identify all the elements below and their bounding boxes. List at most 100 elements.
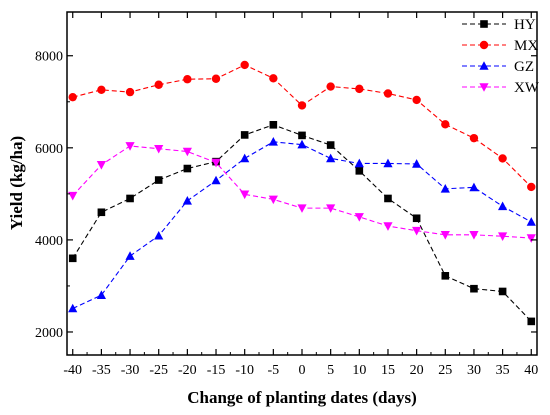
data-point-gz bbox=[526, 217, 536, 226]
data-point-mx bbox=[183, 75, 192, 84]
data-point-hy bbox=[326, 141, 335, 149]
x-tick-label: -5 bbox=[268, 363, 280, 378]
legend-marker-mx bbox=[479, 40, 489, 50]
data-point-hy bbox=[269, 120, 278, 129]
data-point-mx bbox=[355, 84, 364, 94]
data-point-mx bbox=[211, 74, 221, 83]
data-point-xw bbox=[96, 161, 106, 170]
x-tick-label: -30 bbox=[121, 363, 140, 378]
data-point-mx bbox=[125, 87, 135, 97]
x-axis-title: Change of planting dates (days) bbox=[187, 388, 417, 407]
data-point-gz bbox=[68, 303, 78, 313]
x-tick-label: 35 bbox=[496, 363, 510, 378]
data-point-xw bbox=[412, 226, 422, 236]
series-line-xw bbox=[72, 145, 532, 239]
data-point-hy bbox=[470, 284, 478, 293]
x-tick-label: 10 bbox=[352, 363, 366, 378]
data-point-xw bbox=[383, 222, 393, 231]
data-point-hy bbox=[97, 208, 106, 217]
data-point-gz bbox=[326, 153, 336, 163]
legend-marker-gz bbox=[479, 61, 489, 70]
legend: HY MX GZ XW bbox=[462, 17, 540, 96]
legend-label-xw: XW bbox=[514, 80, 540, 96]
data-point-xw bbox=[154, 144, 164, 154]
plot-frame bbox=[66, 11, 538, 356]
data-point-gz bbox=[354, 158, 364, 168]
data-point-mx bbox=[97, 85, 106, 95]
x-tick-label: 30 bbox=[467, 363, 481, 378]
data-point-gz bbox=[469, 182, 479, 192]
series-layer bbox=[68, 60, 536, 326]
x-tick-label: -15 bbox=[207, 363, 226, 378]
x-tick-label: 5 bbox=[327, 363, 334, 378]
legend-entry-xw: XW bbox=[462, 80, 540, 96]
y-tick-label: 2000 bbox=[35, 326, 63, 341]
data-point-hy bbox=[527, 317, 536, 326]
legend-label-mx: MX bbox=[514, 38, 538, 54]
x-tick-label: 20 bbox=[410, 363, 424, 378]
data-point-hy bbox=[68, 254, 77, 263]
data-point-gz bbox=[383, 158, 393, 168]
legend-label-hy: HY bbox=[514, 17, 536, 33]
data-point-gz bbox=[297, 139, 307, 149]
x-tick-label: -10 bbox=[235, 363, 254, 378]
data-point-hy bbox=[298, 131, 306, 140]
legend-marker-xw bbox=[479, 83, 489, 92]
x-tick-label: -35 bbox=[92, 363, 111, 378]
data-point-gz bbox=[211, 175, 221, 185]
data-point-xw bbox=[469, 231, 479, 240]
data-point-gz bbox=[125, 251, 135, 260]
x-tick-label: -40 bbox=[63, 363, 82, 378]
data-point-mx bbox=[297, 101, 307, 110]
data-point-mx bbox=[383, 89, 393, 98]
data-point-hy bbox=[183, 164, 192, 173]
data-point-xw bbox=[498, 232, 508, 242]
data-point-gz bbox=[154, 230, 164, 240]
data-point-hy bbox=[126, 194, 134, 203]
data-point-xw bbox=[211, 158, 221, 168]
y-tick-label: 8000 bbox=[35, 50, 63, 65]
data-point-gz bbox=[240, 153, 250, 163]
x-tick-label: 40 bbox=[524, 363, 538, 378]
legend-entry-hy: HY bbox=[462, 17, 536, 33]
data-point-mx bbox=[68, 92, 77, 102]
axis-layer: -40 -35 -30 -25 -20 -15 -10 -5 0 5 10 15 20 25 30 35 40 2… bbox=[35, 12, 538, 378]
series-mx bbox=[68, 60, 536, 192]
data-point-xw bbox=[326, 204, 336, 213]
legend-entry-mx: MX bbox=[462, 38, 538, 54]
data-point-xw bbox=[268, 195, 278, 205]
data-point-xw bbox=[125, 142, 135, 151]
data-point-gz bbox=[498, 201, 508, 211]
x-tick-label: 25 bbox=[438, 363, 452, 378]
data-point-gz bbox=[268, 137, 278, 146]
x-tick-label: -20 bbox=[178, 363, 197, 378]
legend-marker-hy bbox=[480, 20, 488, 28]
y-tick-label: 4000 bbox=[35, 234, 63, 249]
series-line-gz bbox=[72, 141, 532, 309]
data-point-mx bbox=[469, 133, 479, 143]
data-point-gz bbox=[412, 159, 422, 168]
series-line-hy bbox=[72, 124, 532, 322]
y-tick-label: 6000 bbox=[35, 142, 63, 157]
data-point-gz bbox=[440, 183, 450, 193]
data-point-mx bbox=[240, 60, 249, 70]
data-point-xw bbox=[68, 191, 78, 201]
legend-entry-gz: GZ bbox=[462, 59, 534, 75]
data-point-mx bbox=[412, 95, 421, 105]
data-point-hy bbox=[240, 131, 249, 139]
data-point-xw bbox=[297, 204, 307, 213]
data-point-mx bbox=[269, 74, 278, 83]
data-point-hy bbox=[441, 272, 450, 280]
data-point-hy bbox=[498, 287, 507, 296]
data-point-xw bbox=[182, 147, 192, 157]
series-gz bbox=[68, 137, 536, 313]
data-point-hy bbox=[412, 214, 421, 223]
data-point-mx bbox=[441, 120, 450, 129]
x-tick-label: -25 bbox=[149, 363, 168, 378]
data-point-mx bbox=[154, 80, 163, 89]
data-point-xw bbox=[440, 231, 450, 240]
x-tick-label: 15 bbox=[381, 363, 395, 378]
data-point-mx bbox=[498, 154, 507, 163]
data-point-mx bbox=[527, 182, 536, 192]
